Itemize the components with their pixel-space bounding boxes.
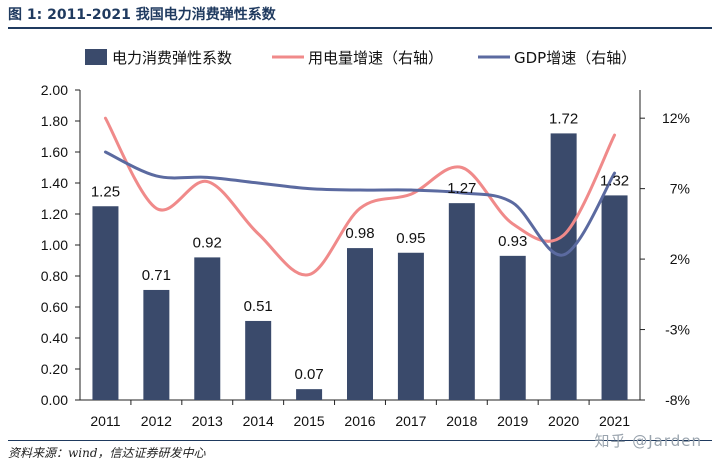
bar (194, 257, 221, 400)
legend-label: 电力消费弹性系数 (112, 49, 232, 67)
left-tick-label: 1.80 (41, 113, 68, 129)
title-rule (8, 27, 712, 29)
right-tick-label: 12% (662, 110, 690, 126)
axes: 0.00 0.20 0.40 0.60 0.80 1.00 1.20 1.40 1.60 1.80… (41, 82, 690, 429)
bar-series (92, 133, 628, 400)
power-consumption-growth-line (103, 116, 617, 277)
left-tick-label: 1.20 (41, 206, 68, 222)
right-tick-label: -8% (665, 392, 690, 408)
bar (245, 320, 272, 400)
bar (397, 252, 424, 400)
bar (296, 389, 323, 400)
legend-label: 用电量增速（右轴） (308, 49, 443, 67)
gdp-growth-line (103, 150, 617, 257)
x-tick-label: 2019 (497, 413, 528, 429)
right-tick-label: -3% (665, 322, 690, 338)
x-tick-label: 2013 (192, 413, 223, 429)
bar-value-label: 1.25 (91, 183, 120, 200)
x-tick-label: 2016 (344, 413, 375, 429)
bar-value-label: 0.51 (244, 298, 273, 315)
bar (92, 206, 119, 400)
bar (143, 289, 170, 400)
left-tick-label: 0.20 (41, 361, 68, 377)
left-tick-label: 0.60 (41, 299, 68, 315)
legend: 电力消费弹性系数 用电量增速（右轴） GDP增速（右轴） (85, 49, 636, 67)
data-labels: 1.25 0.71 0.92 0.51 0.07 0.98 0.95 1.27 0.93 1.72… (91, 110, 629, 383)
right-tick-label: 2% (670, 251, 690, 267)
left-tick-label: 0.40 (41, 330, 68, 346)
figure-title: 图 1: 2011-2021 我国电力消费弹性系数 (8, 7, 276, 23)
bar-value-label: 0.92 (193, 234, 222, 251)
x-tick-label: 2021 (599, 413, 630, 429)
x-tick-label: 2012 (141, 413, 172, 429)
legend-swatch-bar (85, 49, 107, 65)
x-tick-label: 2011 (90, 413, 120, 429)
left-tick-label: 0.00 (41, 392, 68, 408)
x-tick-label: 2017 (395, 413, 426, 429)
bar-value-label: 0.07 (294, 366, 323, 383)
bar-value-label: 0.98 (345, 225, 374, 242)
legend-label: GDP增速（右轴） (514, 49, 636, 67)
watermark: 知乎 @Jarden (594, 432, 702, 450)
x-tick-label: 2018 (446, 413, 477, 429)
x-tick-label: 2014 (243, 413, 274, 429)
line-series (103, 116, 617, 277)
bar (347, 248, 373, 400)
left-tick-label: 1.00 (41, 237, 68, 253)
bar (448, 203, 475, 400)
x-tick-label: 2015 (294, 413, 325, 429)
bar (550, 133, 577, 400)
left-tick-label: 1.40 (41, 175, 68, 191)
left-tick-label: 1.60 (41, 144, 68, 160)
bar (601, 195, 628, 400)
footer-rule (8, 440, 712, 441)
bar-value-label: 0.95 (396, 230, 425, 247)
bar-value-label: 1.72 (549, 110, 578, 127)
bar-value-label: 0.93 (498, 233, 527, 250)
bar (499, 255, 526, 400)
right-tick-label: 7% (670, 181, 690, 197)
bar-value-label: 0.71 (142, 267, 171, 284)
bar-value-label: 1.27 (447, 180, 476, 197)
source-note: 资料来源：wind，信达证券研发中心 (8, 446, 206, 460)
left-tick-label: 2.00 (41, 82, 68, 98)
left-tick-label: 0.80 (41, 268, 68, 284)
x-tick-label: 2020 (548, 413, 579, 429)
bar-value-label: 1.32 (600, 172, 629, 189)
